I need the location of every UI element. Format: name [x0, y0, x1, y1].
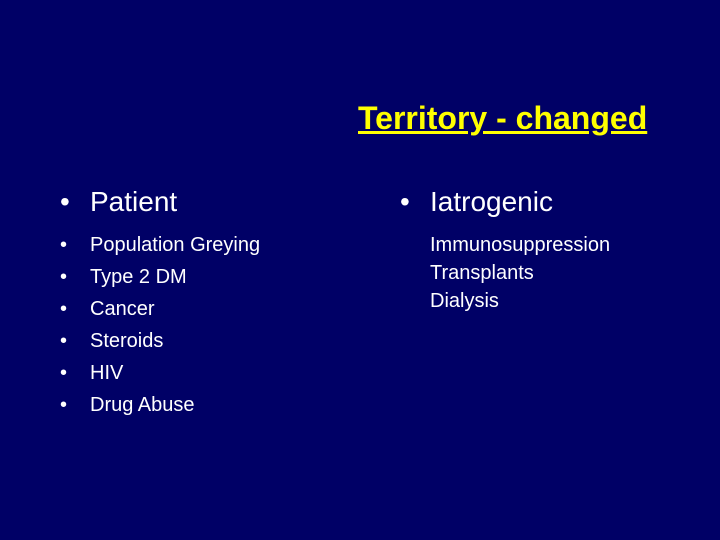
list-item-label: Type 2 DM	[90, 264, 187, 290]
list-item-label: Drug Abuse	[90, 392, 195, 418]
list-item-label: Cancer	[90, 296, 154, 322]
list-item-label: Dialysis	[430, 288, 700, 314]
sub-heading: Immunosuppression	[430, 232, 700, 258]
right-column: • Iatrogenic Immunosuppression Transplan…	[400, 186, 700, 316]
list-item-label: HIV	[90, 360, 123, 386]
list-item: • Drug Abuse	[60, 392, 380, 418]
list-item-label: Transplants	[430, 260, 700, 286]
list-item: • Steroids	[60, 328, 380, 354]
bullet-icon: •	[60, 297, 90, 321]
list-item: • HIV	[60, 360, 380, 386]
list-item: • Cancer	[60, 296, 380, 322]
bullet-icon: •	[60, 361, 90, 385]
bullet-icon: •	[60, 188, 90, 216]
list-item-label: Steroids	[90, 328, 163, 354]
right-heading-row: • Iatrogenic	[400, 186, 700, 218]
bullet-icon: •	[60, 265, 90, 289]
list-item: • Population Greying	[60, 232, 380, 258]
bullet-icon: •	[400, 188, 430, 216]
bullet-icon: •	[60, 233, 90, 257]
left-column: • Patient • Population Greying • Type 2 …	[60, 186, 380, 424]
bullet-icon: •	[60, 329, 90, 353]
left-heading-row: • Patient	[60, 186, 380, 218]
slide-title: Territory - changed	[358, 100, 647, 137]
list-item-label: Population Greying	[90, 232, 260, 258]
bullet-icon: •	[60, 393, 90, 417]
list-item: • Type 2 DM	[60, 264, 380, 290]
left-heading: Patient	[90, 186, 177, 218]
right-heading: Iatrogenic	[430, 186, 553, 218]
